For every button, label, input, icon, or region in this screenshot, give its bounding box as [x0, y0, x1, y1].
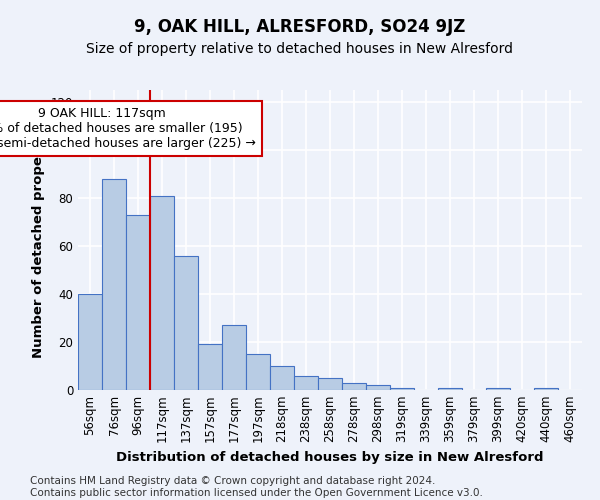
- Bar: [78, 294, 102, 390]
- Bar: [342, 383, 366, 390]
- Bar: [174, 256, 198, 390]
- Bar: [486, 388, 510, 390]
- Text: Size of property relative to detached houses in New Alresford: Size of property relative to detached ho…: [86, 42, 514, 56]
- Bar: [534, 388, 558, 390]
- Bar: [126, 215, 150, 390]
- Bar: [294, 376, 318, 390]
- Text: 9 OAK HILL: 117sqm
← 46% of detached houses are smaller (195)
53% of semi-detach: 9 OAK HILL: 117sqm ← 46% of detached hou…: [0, 107, 256, 150]
- Bar: [246, 354, 270, 390]
- X-axis label: Distribution of detached houses by size in New Alresford: Distribution of detached houses by size …: [116, 451, 544, 464]
- Text: 9, OAK HILL, ALRESFORD, SO24 9JZ: 9, OAK HILL, ALRESFORD, SO24 9JZ: [134, 18, 466, 36]
- Bar: [222, 325, 246, 390]
- Y-axis label: Number of detached properties: Number of detached properties: [32, 122, 45, 358]
- Bar: [390, 388, 414, 390]
- Bar: [318, 378, 342, 390]
- Text: Contains HM Land Registry data © Crown copyright and database right 2024.
Contai: Contains HM Land Registry data © Crown c…: [30, 476, 483, 498]
- Bar: [198, 344, 222, 390]
- Bar: [270, 366, 294, 390]
- Bar: [102, 179, 126, 390]
- Bar: [366, 385, 390, 390]
- Bar: [150, 196, 174, 390]
- Bar: [438, 388, 462, 390]
